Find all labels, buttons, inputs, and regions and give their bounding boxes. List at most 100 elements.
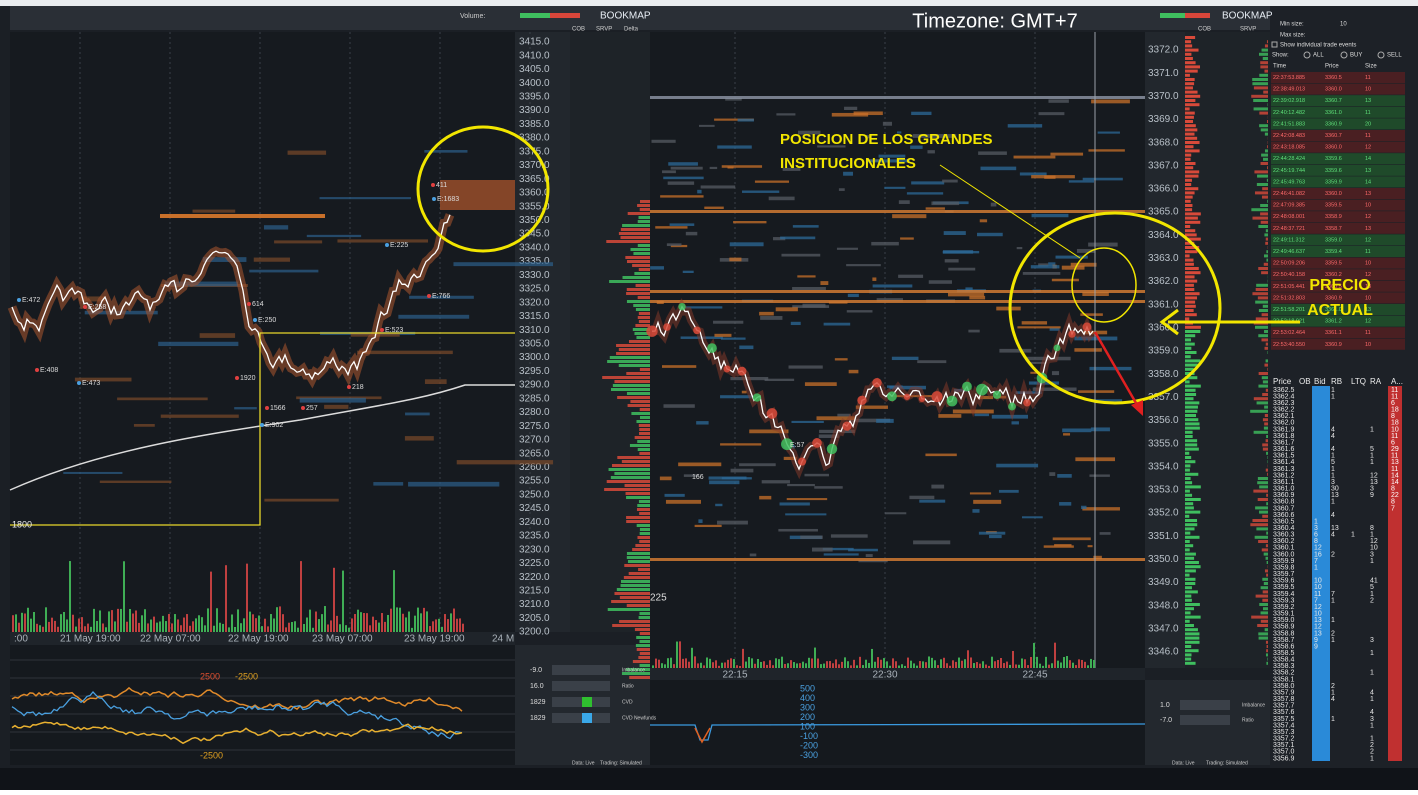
- volume-bar: [426, 611, 428, 632]
- radio-label: ALL: [1313, 53, 1324, 59]
- cob-bar: [1185, 603, 1200, 606]
- volume-bar: [925, 662, 927, 668]
- cob-bar: [1185, 582, 1195, 585]
- profile-bar: [604, 488, 650, 491]
- cob-bar: [1185, 502, 1193, 505]
- volume-bar: [961, 661, 963, 668]
- price-tick-label: 3353.0: [1148, 485, 1179, 496]
- heatmap-cell: [698, 519, 702, 523]
- heatmap-cell: [885, 512, 906, 514]
- trade-cell: 11: [1365, 110, 1371, 116]
- profile-bar: [1258, 385, 1268, 388]
- trade-bubble: [663, 323, 670, 330]
- price-tick-label: 3255.0: [519, 476, 550, 487]
- volume-bar: [258, 616, 260, 632]
- heatmap-cell: [824, 323, 851, 326]
- volume-bar: [778, 659, 780, 668]
- chart-label: E:902: [265, 422, 283, 429]
- volume-bar: [240, 623, 242, 632]
- profile-bar: [614, 380, 650, 383]
- heatmap-cell: [666, 500, 701, 504]
- heatmap-cell: [948, 268, 975, 271]
- trade-bubble: [842, 421, 851, 430]
- profile-bar: [1264, 364, 1268, 367]
- volume-bar: [126, 622, 128, 632]
- cob-bar: [1185, 364, 1198, 367]
- price-tick-label: 3250.0: [519, 489, 550, 500]
- cob-bar: [1185, 406, 1198, 409]
- heatmap-cell: [978, 151, 1007, 154]
- volume-bar: [829, 661, 831, 668]
- right-indicator-pane: [650, 680, 1145, 765]
- volume-bar: [387, 615, 389, 632]
- profile-bar: [1256, 284, 1268, 287]
- volume-bar: [204, 625, 206, 632]
- volume-bar: [685, 658, 687, 668]
- volume-bar: [129, 609, 131, 632]
- indicator-value: -9.0: [530, 667, 542, 674]
- volume-bar: [1018, 665, 1020, 668]
- trade-cell: 22:53:02.464: [1273, 330, 1305, 336]
- heatmap-cell: [663, 177, 703, 180]
- volume-bar: [45, 607, 47, 632]
- heatmap-band: [254, 258, 290, 262]
- profile-bar: [1265, 44, 1268, 47]
- price-tick-label: 3235.0: [519, 531, 550, 542]
- indicator-name: Imbalance: [1242, 702, 1265, 708]
- volume-bar: [291, 622, 293, 632]
- cob-bar: [1185, 91, 1198, 94]
- heatmap-cell: [1022, 321, 1047, 324]
- profile-bar: [1265, 628, 1268, 631]
- heatmap-cell: [805, 382, 837, 386]
- heatmap-cell: [1082, 507, 1120, 510]
- heatmap-cell: [977, 233, 1003, 236]
- profile-bar: [1266, 557, 1268, 560]
- status-text: Data: Live: [572, 760, 595, 766]
- cob-bar: [1185, 137, 1197, 140]
- profile-bar: [1266, 494, 1268, 497]
- cob-bar: [1185, 527, 1195, 530]
- price-tick-label: 3372.0: [1148, 45, 1179, 56]
- annotation: POSICION DE LOS GRANDES: [780, 131, 993, 148]
- profile-bar: [1265, 414, 1268, 417]
- volume-bar: [351, 618, 353, 632]
- profile-bar: [634, 272, 650, 275]
- profile-bar: [626, 492, 650, 495]
- volume-bar: [982, 661, 984, 668]
- trade-dot: [35, 368, 39, 372]
- volume-bar: [348, 628, 350, 632]
- volume-bar: [84, 626, 86, 632]
- cob-bar: [1185, 116, 1194, 119]
- trade-cell: 3359.0: [1325, 237, 1342, 243]
- volume-bar: [847, 661, 849, 668]
- trade-dot: [301, 406, 305, 410]
- chart-label: 166: [692, 474, 704, 481]
- profile-bar: [1260, 212, 1268, 215]
- heatmap-cell: [765, 379, 795, 381]
- price-tick-label: 3365.0: [1148, 207, 1179, 218]
- cob-bar: [1185, 225, 1190, 228]
- trade-cell: 3361.1: [1325, 330, 1342, 336]
- profile-bar: [1255, 326, 1268, 329]
- trade-cell: 13: [1365, 191, 1371, 197]
- cob-bar: [1185, 481, 1192, 484]
- trade-bubble: [904, 394, 910, 400]
- volume-bar: [270, 614, 272, 632]
- volume-bar: [222, 624, 224, 632]
- volume-bar: [147, 623, 149, 632]
- profile-bar: [639, 512, 650, 515]
- price-tick-label: 3362.0: [1148, 276, 1179, 287]
- price-tick-label: 3305.0: [519, 339, 550, 350]
- profile-bar: [640, 208, 650, 211]
- cob-bar: [1185, 280, 1197, 283]
- heatmap-cell: [871, 242, 899, 245]
- indicator-axis-label: -2500: [235, 671, 258, 681]
- profile-bar: [1263, 418, 1268, 421]
- volume-bar: [159, 621, 161, 632]
- volume-bar: [754, 664, 756, 668]
- profile-bar: [1266, 435, 1268, 438]
- profile-bar: [1259, 511, 1268, 514]
- cob-bar: [1185, 338, 1191, 341]
- volume-bar: [300, 561, 302, 632]
- volume-bar: [934, 660, 936, 668]
